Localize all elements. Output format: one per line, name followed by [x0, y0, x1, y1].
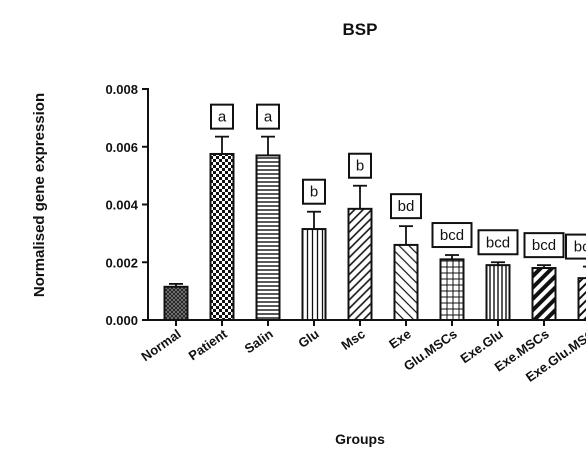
bar-glu-mscs	[439, 258, 465, 321]
significance-box-frame	[302, 178, 326, 205]
significance-box-frame	[210, 103, 234, 130]
x-axis-label: Groups	[335, 431, 385, 447]
chart-title: BSP	[343, 20, 378, 39]
significance-box: b	[348, 152, 372, 179]
x-tick-label: Normal	[138, 326, 183, 364]
significance-box: bd	[390, 193, 422, 220]
significance-box-frame	[565, 233, 586, 260]
significance-label: bcd	[532, 237, 556, 254]
significance-label: a	[264, 109, 273, 126]
significance-label: b	[356, 158, 364, 175]
y-tick-label: 0.002	[105, 255, 138, 270]
significance-box-frame	[390, 193, 422, 220]
bar-normal	[163, 285, 189, 322]
significance-box: bcd	[431, 222, 473, 249]
significance-box-frame	[431, 222, 473, 249]
y-tick-label: 0.008	[105, 82, 138, 97]
bar-patient	[209, 152, 235, 321]
significance-box-frame	[477, 229, 519, 256]
bar-exe-glu	[485, 264, 511, 322]
significance-label: b	[310, 184, 318, 201]
significance-label: bcd	[440, 227, 464, 244]
bar-exe	[393, 243, 419, 321]
y-tick-label: 0.004	[105, 198, 138, 213]
y-tick-label: 0.000	[105, 313, 138, 328]
significance-label: bd	[398, 198, 415, 215]
significance-label: bcde	[574, 239, 586, 256]
x-tick-label: Salin	[242, 326, 276, 356]
significance-box: bcd	[523, 232, 565, 259]
significance-box: a	[256, 103, 280, 130]
significance-box-frame	[523, 232, 565, 259]
significance-label: bcd	[486, 234, 510, 251]
bar-exe-glu-msc	[577, 277, 586, 322]
significance-box: a	[210, 103, 234, 130]
bars: a a b b bd bcd bcd bcd bcde	[163, 103, 586, 322]
y-tick-label: 0.006	[105, 140, 138, 155]
bar-exe-mscs	[531, 267, 557, 321]
bar-glu	[301, 228, 327, 321]
y-axis-label: Normalised gene expression	[31, 93, 48, 297]
significance-box: bcd	[477, 229, 519, 256]
x-tick-label: Msc	[338, 326, 367, 353]
x-tick-label: Patient	[186, 326, 231, 364]
bar-msc	[347, 207, 373, 321]
significance-box: bcde	[565, 233, 586, 260]
significance-box: b	[302, 178, 326, 205]
x-tick-label: Glu	[295, 326, 321, 351]
significance-box-frame	[256, 103, 280, 130]
x-tick-label: Exe	[386, 326, 414, 352]
bar-salin	[255, 154, 281, 321]
significance-label: a	[218, 109, 227, 126]
significance-box-frame	[348, 152, 372, 179]
